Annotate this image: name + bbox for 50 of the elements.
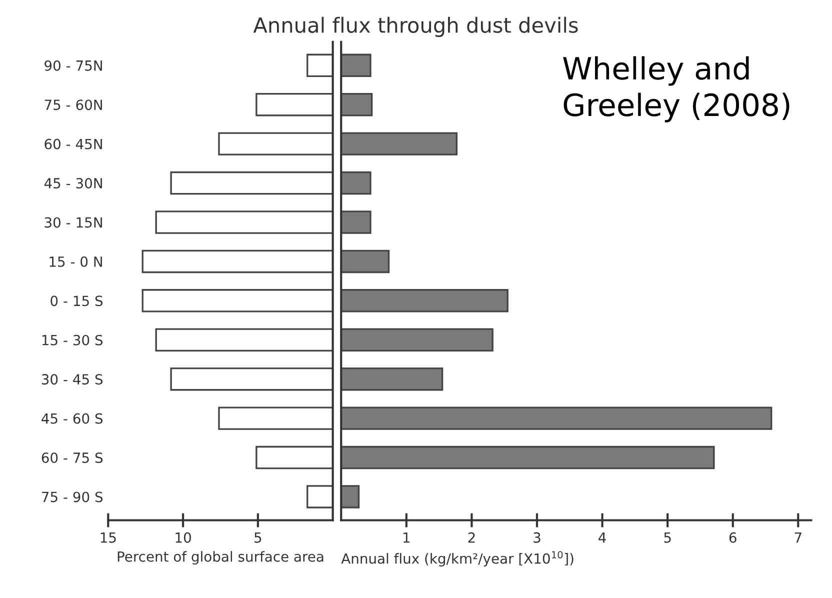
bar <box>341 367 444 391</box>
bar <box>155 210 333 234</box>
bar <box>142 250 333 274</box>
bar <box>218 132 333 156</box>
bar <box>341 289 508 312</box>
bar <box>142 289 333 312</box>
y-tick-label: 75 - 90 S <box>42 492 103 502</box>
bar <box>341 92 373 116</box>
y-tick-label: 30 - 15N <box>44 217 102 228</box>
x-tick-label: 4 <box>598 532 606 543</box>
x-tick-label: 15 <box>100 532 116 543</box>
x-axis-title: Annual flux (kg/km²/year [X10$^{10}$]) <box>341 551 574 566</box>
y-tick-label: 45 - 60 S <box>42 413 103 424</box>
y-tick-label: 75 - 60N <box>44 100 102 110</box>
x-tick-label: 6 <box>729 532 736 543</box>
x-axis-title: Percent of global surface area <box>118 551 324 565</box>
bar <box>341 250 390 274</box>
annotation: Whelley and Greeley (2008) <box>563 56 790 122</box>
y-tick-label: 45 - 30N <box>44 178 102 188</box>
y-tick-label: 60 - 75 S <box>42 452 103 463</box>
bar <box>170 171 333 195</box>
bar <box>341 54 372 78</box>
x-tick-label: 10 <box>176 532 191 543</box>
bar <box>341 171 372 195</box>
bar <box>155 328 333 352</box>
text: Annual flux through dust devils <box>253 16 578 37</box>
bar <box>306 54 333 78</box>
y-tick-label: 0 - 15 S <box>50 296 103 306</box>
y-tick-label: 30 - 45 S <box>42 374 103 385</box>
bar <box>306 485 333 508</box>
bar <box>341 485 360 508</box>
y-tick-label: 15 - 0 N <box>50 256 102 267</box>
bar <box>341 406 772 430</box>
x-tick-label: 2 <box>468 532 475 543</box>
x-tick-label: 7 <box>794 532 802 543</box>
bar <box>256 92 333 116</box>
y-tick-label: 90 - 75N <box>44 60 102 71</box>
bar <box>341 328 494 352</box>
bar <box>256 446 333 470</box>
bar <box>341 210 372 234</box>
bar <box>341 446 715 470</box>
bar <box>170 367 333 391</box>
bar <box>218 406 333 430</box>
x-tick-label: 1 <box>404 532 410 543</box>
x-tick-label: 5 <box>664 532 671 543</box>
y-tick-label: 15 - 30 S <box>42 334 103 346</box>
x-tick-label: 3 <box>534 532 540 543</box>
x-tick-label: 5 <box>254 532 262 543</box>
y-tick-label: 60 - 45N <box>44 138 102 150</box>
bar <box>341 132 458 156</box>
